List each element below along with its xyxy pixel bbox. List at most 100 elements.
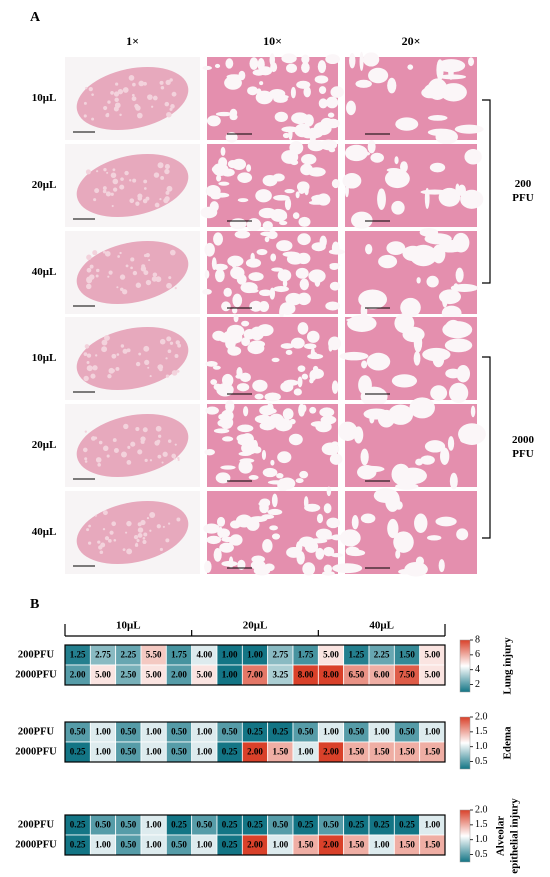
histology-image: [202, 230, 345, 319]
texture: [143, 532, 148, 537]
cell-label: 1.00: [222, 670, 238, 680]
alveolus: [222, 436, 234, 442]
cell-label: 1.00: [424, 820, 440, 830]
alveolus: [290, 86, 296, 99]
alveolus: [271, 533, 281, 540]
texture: [165, 374, 170, 378]
alveolus: [247, 342, 265, 355]
texture: [107, 275, 110, 278]
alveolus: [224, 76, 242, 90]
texture: [101, 339, 108, 346]
texture: [110, 192, 114, 196]
alveolus: [223, 287, 232, 297]
texture: [159, 547, 163, 552]
alveolus: [212, 330, 226, 341]
alveolus: [225, 337, 236, 350]
texture: [132, 270, 138, 276]
texture: [132, 82, 136, 87]
cell-label: 2.25: [374, 650, 390, 660]
alveolus: [309, 406, 317, 414]
cell-label: 2.00: [247, 747, 263, 757]
alveolus: [295, 478, 304, 484]
texture: [106, 112, 110, 116]
texture: [161, 461, 164, 464]
texture: [111, 521, 117, 527]
texture: [140, 519, 146, 526]
cell-label: 1.50: [424, 840, 440, 850]
alveolus: [415, 556, 424, 566]
alveolus: [297, 365, 306, 372]
colorbar-tick-label: 8: [475, 634, 480, 645]
texture: [134, 543, 139, 547]
colorbar-title: Alveolar: [495, 816, 507, 856]
alveolus: [279, 220, 288, 226]
alveolus: [291, 112, 309, 125]
colorbar: [459, 716, 471, 770]
texture: [122, 87, 129, 93]
texture: [128, 75, 135, 81]
texture: [174, 287, 177, 290]
alveolus: [301, 62, 310, 74]
alveolus: [234, 230, 251, 239]
texture: [130, 266, 133, 270]
texture: [119, 113, 122, 117]
alveolus: [203, 523, 220, 534]
alveolus: [318, 98, 328, 109]
cell-label: 1.00: [146, 840, 162, 850]
alveolus: [436, 59, 444, 81]
texture: [119, 274, 126, 280]
alveolus: [236, 383, 250, 392]
texture: [113, 91, 120, 97]
alveolus: [210, 194, 221, 200]
alveolus: [319, 235, 327, 248]
texture: [126, 520, 132, 527]
cell-label: 1.25: [70, 650, 86, 660]
cell-label: 5.00: [146, 670, 162, 680]
alveolus: [270, 459, 275, 466]
texture: [168, 522, 171, 525]
alveolus: [331, 178, 340, 189]
texture: [93, 436, 98, 440]
cell-label: 1.25: [348, 650, 364, 660]
alveolus: [249, 300, 263, 312]
cell-label: 2.00: [70, 670, 86, 680]
cell-label: 1.00: [272, 840, 288, 850]
alveolus: [255, 90, 274, 105]
texture: [122, 548, 126, 552]
alveolus: [435, 516, 457, 527]
alveolus: [327, 112, 335, 118]
alveolus: [217, 419, 227, 427]
texture: [104, 536, 110, 541]
cell-label: 0.25: [70, 840, 86, 850]
alveolus: [228, 556, 234, 569]
alveolus: [359, 465, 385, 473]
alveolus: [387, 77, 397, 94]
alveolus: [444, 338, 473, 353]
texture: [152, 95, 158, 101]
texture: [137, 193, 143, 199]
texture: [148, 259, 151, 262]
alveolus: [216, 383, 234, 397]
texture: [162, 525, 165, 528]
alveolus: [442, 321, 473, 339]
alveolus: [270, 208, 288, 222]
alveolus: [264, 236, 270, 243]
texture: [163, 198, 169, 204]
alveolus: [213, 263, 228, 271]
texture: [135, 201, 140, 206]
alveolus: [221, 301, 231, 312]
cell-label: 1.00: [146, 820, 162, 830]
alveolus: [237, 198, 249, 203]
alveolus: [328, 342, 333, 352]
texture: [164, 164, 170, 170]
texture: [117, 255, 120, 258]
alveolus: [297, 233, 311, 246]
histology-image: [65, 231, 200, 314]
alveolus: [413, 351, 421, 366]
alveolus: [338, 421, 358, 441]
texture: [145, 279, 152, 286]
cell-label: 5.00: [323, 650, 339, 660]
texture: [115, 366, 120, 371]
cell-label: 0.25: [70, 820, 86, 830]
texture: [107, 374, 112, 379]
